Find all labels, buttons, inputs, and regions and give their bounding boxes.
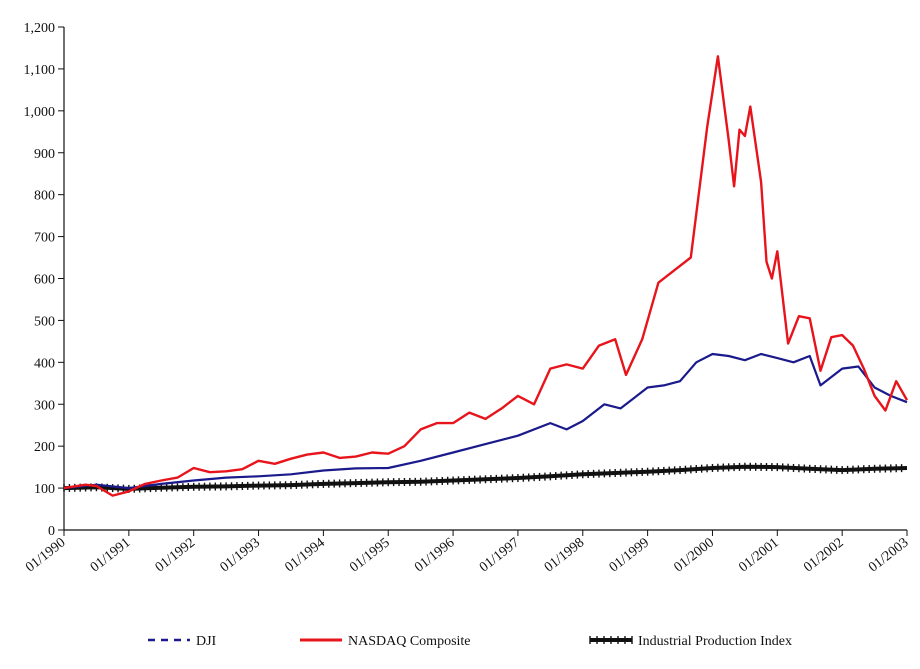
legend-label: Industrial Production Index <box>638 634 792 649</box>
x-tick-label: 01/1994 <box>282 535 327 575</box>
x-axis-ticks: 01/1990 01/1991 01/1992 01/1993 01/1994 01/19… <box>23 530 911 575</box>
x-tick-label: 01/1998 <box>542 535 587 575</box>
dji-line <box>63 352 908 490</box>
legend-label: DJI <box>196 634 217 649</box>
y-tick-label: 1,200 <box>24 21 56 36</box>
nasdaq-composite-line <box>63 55 909 497</box>
x-tick-label: 01/1997 <box>477 535 522 575</box>
x-tick-label: 01/1991 <box>88 535 133 575</box>
x-tick-label: 01/2001 <box>736 535 781 575</box>
y-tick-label: 700 <box>34 231 55 246</box>
legend-label: NASDAQ Composite <box>348 634 471 649</box>
y-tick-label: 1,100 <box>24 63 56 78</box>
y-tick-label: 900 <box>34 147 55 162</box>
x-tick-label: 01/1992 <box>153 535 198 575</box>
y-tick-label: 600 <box>34 273 55 288</box>
x-tick-label: 01/1993 <box>218 535 263 575</box>
x-tick-label: 01/2002 <box>801 535 846 575</box>
y-tick-label: 1,000 <box>24 105 56 120</box>
y-tick-label: 800 <box>34 189 55 204</box>
y-tick-label: 400 <box>34 356 55 371</box>
x-tick-label: 01/1995 <box>347 535 392 575</box>
y-tick-label: 0 <box>48 524 55 539</box>
y-axis-ticks: 0 100 200 300 400 500 600 700 800 900 1,000 1,100 1,… <box>24 21 64 539</box>
y-tick-label: 200 <box>34 440 55 455</box>
x-tick-label: 01/2003 <box>866 535 911 575</box>
y-tick-label: 100 <box>34 482 55 497</box>
chart-legend: DJI NASDAQ Composite Industrial Production… <box>148 634 792 649</box>
legend-item-nasdaq-composite: NASDAQ Composite <box>300 634 471 649</box>
y-tick-label: 500 <box>34 314 55 329</box>
legend-item-industrial-production-index: Industrial Production Index <box>589 634 792 649</box>
x-tick-label: 01/1999 <box>607 535 652 575</box>
legend-item-dji: DJI <box>148 634 217 649</box>
x-tick-label: 01/2000 <box>672 535 717 575</box>
x-tick-label: 01/1996 <box>412 535 457 575</box>
series-layer <box>63 55 909 497</box>
x-tick-label: 01/1990 <box>23 535 68 575</box>
y-tick-label: 300 <box>34 398 55 413</box>
